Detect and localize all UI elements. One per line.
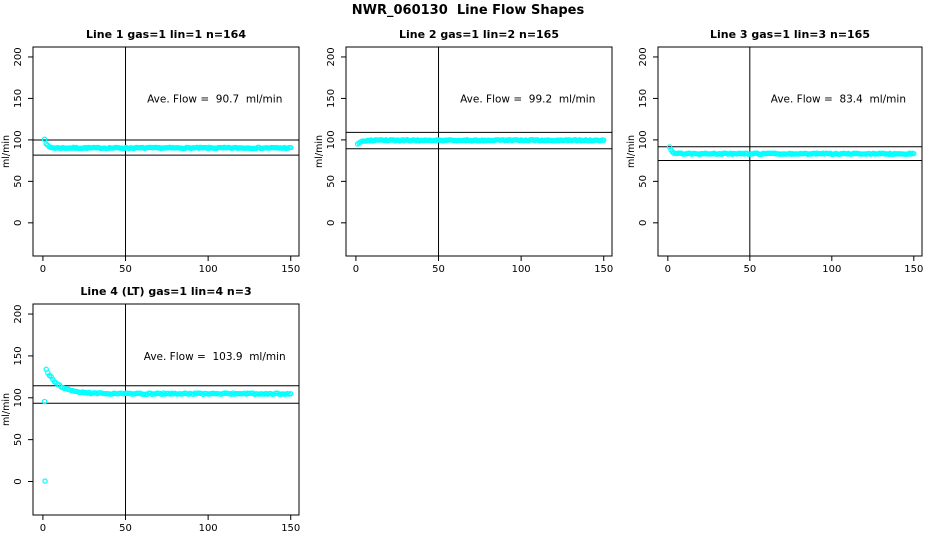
- ave-flow-label: Ave. Flow = 99.2 ml/min: [460, 93, 595, 105]
- x-tick-label: 150: [594, 264, 613, 275]
- data-point: [41, 136, 48, 142]
- y-axis-label: ml/min: [1, 135, 12, 168]
- x-tick-label: 0: [353, 264, 359, 275]
- panel-line-2: 0 50 100 150 0 50 100 150 200 ml/min Line 2 gas=1 …: [314, 28, 613, 275]
- panel-line-3: 0 50 100 150 0 50 100 150 200 ml/min Line 3 gas=1 …: [626, 28, 923, 275]
- y-tick-label: 100: [326, 130, 337, 149]
- ave-flow-label: Ave. Flow = 83.4 ml/min: [771, 93, 906, 105]
- x-tick-label: 50: [432, 264, 445, 275]
- plot-box: [345, 46, 613, 257]
- ave-flow-label: Ave. Flow = 103.9 ml/min: [144, 351, 286, 363]
- y-tick-label: 50: [13, 175, 24, 188]
- x-tick-label: 150: [281, 523, 300, 534]
- ave-flow-label: Ave. Flow = 90.7 ml/min: [147, 93, 282, 105]
- x-tick-label: 50: [119, 523, 132, 534]
- y-tick-label: 200: [13, 47, 24, 66]
- panel-title: Line 4 (LT) gas=1 lin=4 n=3: [80, 285, 251, 298]
- outlier-point: [41, 398, 48, 405]
- data-point: [911, 150, 917, 157]
- y-tick-label: 0: [13, 478, 24, 484]
- plot-box: [32, 303, 300, 516]
- y-tick-label: 0: [13, 220, 24, 226]
- panel-title: Line 1 gas=1 lin=1 n=164: [86, 28, 246, 41]
- y-axis-label: ml/min: [314, 135, 325, 168]
- y-tick-label: 200: [13, 305, 24, 324]
- y-tick-label: 0: [638, 220, 649, 226]
- y-tick-label: 150: [638, 89, 649, 108]
- y-tick-label: 150: [13, 346, 24, 365]
- x-tick-label: 150: [904, 264, 923, 275]
- x-tick-label: 100: [199, 523, 218, 534]
- panel-line-4: 0 50 100 150 0 50 100 150 200 ml/min Line 4 (LT) g…: [1, 285, 300, 534]
- y-tick-label: 100: [13, 388, 24, 407]
- y-tick-label: 200: [326, 47, 337, 66]
- y-tick-label: 150: [326, 89, 337, 108]
- x-tick-label: 50: [119, 264, 132, 275]
- x-tick-label: 100: [822, 264, 841, 275]
- x-tick-label: 100: [199, 264, 218, 275]
- panel-line-1: 0 50 100 150 0 50 100 150 200 ml/min Line 1 gas=1 …: [1, 28, 300, 275]
- x-tick-label: 0: [40, 264, 46, 275]
- y-tick-label: 50: [638, 175, 649, 188]
- x-tick-label: 100: [512, 264, 531, 275]
- main-title: NWR_060130 Line Flow Shapes: [351, 3, 585, 18]
- panel-title: Line 3 gas=1 lin=3 n=165: [710, 28, 870, 41]
- plot-box: [32, 46, 300, 257]
- y-tick-label: 0: [326, 220, 337, 226]
- y-tick-label: 50: [326, 175, 337, 188]
- y-axis-label: ml/min: [626, 135, 637, 168]
- y-tick-label: 150: [13, 89, 24, 108]
- y-tick-label: 200: [638, 47, 649, 66]
- outlier-point: [42, 478, 48, 484]
- x-tick-label: 50: [743, 264, 756, 275]
- data-point: [288, 390, 294, 397]
- y-tick-label: 50: [13, 433, 24, 446]
- data-point: [288, 144, 294, 151]
- x-tick-label: 0: [40, 523, 46, 534]
- plot-box: [657, 46, 923, 257]
- data-point: [601, 137, 607, 143]
- panel-title: Line 2 gas=1 lin=2 n=165: [399, 28, 559, 41]
- x-tick-label: 150: [281, 264, 300, 275]
- y-tick-label: 100: [638, 130, 649, 149]
- y-tick-label: 100: [13, 130, 24, 149]
- y-axis-label: ml/min: [1, 393, 12, 426]
- x-tick-label: 0: [665, 264, 671, 275]
